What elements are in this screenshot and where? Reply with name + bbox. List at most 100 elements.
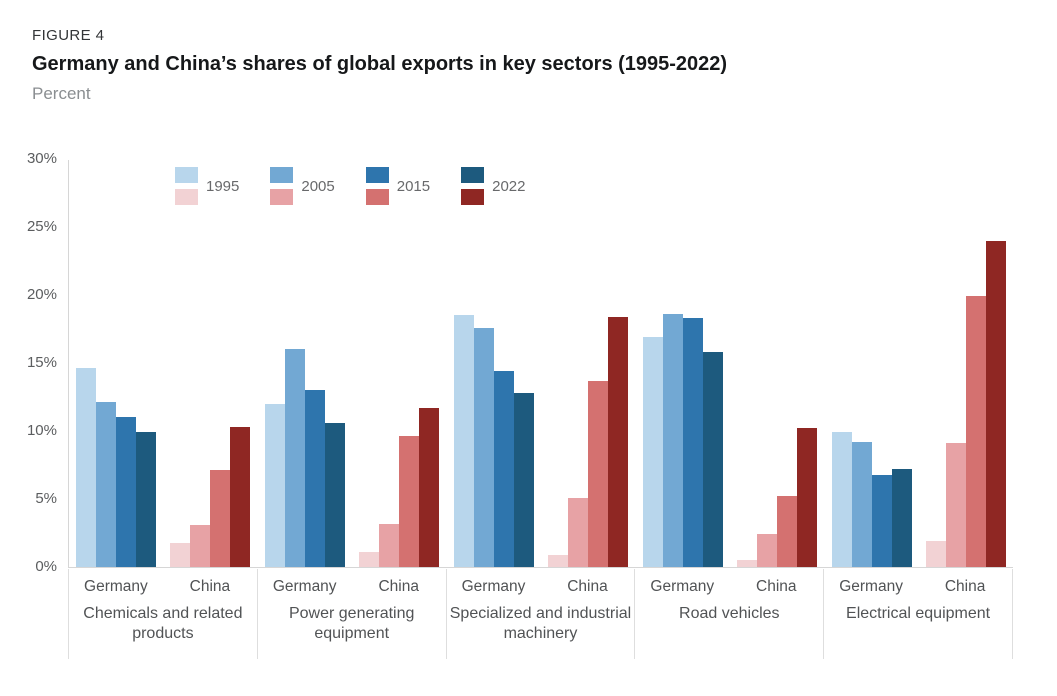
bar-germany-2005	[662, 314, 683, 567]
legend-swatches	[365, 167, 389, 205]
legend-swatches	[461, 167, 485, 205]
bar-china-2022	[419, 407, 440, 567]
country-label: Germany	[839, 578, 903, 595]
legend-item: 1995	[175, 167, 239, 205]
country-labels: Germany China	[69, 578, 257, 596]
bar-china-2005	[756, 534, 777, 567]
x-label-group: Germany China Electrical equipment	[823, 569, 1012, 659]
bar-cluster-china	[170, 426, 251, 567]
country-labels: Germany China	[258, 578, 446, 596]
chart-subtitle: Percent	[32, 84, 91, 103]
bar-group	[258, 159, 447, 567]
legend: 1995 2005 2015 2022	[175, 167, 526, 205]
bar-group	[635, 159, 824, 567]
bar-cluster-germany	[831, 432, 912, 567]
bar-germany-2022	[891, 469, 912, 567]
plot-area: 1995 2005 2015 2022	[68, 160, 1013, 568]
bar-groups	[69, 159, 1013, 567]
legend-swatch-china	[175, 189, 198, 205]
bar-germany-1995	[831, 432, 852, 567]
bar-germany-2005	[96, 402, 117, 567]
bar-china-2005	[945, 443, 966, 567]
country-label: China	[567, 578, 608, 595]
x-label-group: Germany China Road vehicles	[634, 569, 823, 659]
y-tick-label: 25%	[26, 218, 57, 235]
country-labels: Germany China	[824, 578, 1012, 596]
bar-germany-2015	[305, 390, 326, 567]
legend-swatches	[270, 167, 294, 205]
sector-label: Road vehicles	[679, 605, 780, 622]
bar-germany-2005	[473, 327, 494, 567]
legend-item: 2022	[461, 167, 526, 205]
legend-swatch-germany	[365, 167, 389, 183]
bar-group	[69, 159, 258, 567]
country-label: Germany	[650, 578, 715, 595]
bar-germany-2022	[136, 432, 157, 567]
sector-label: Electrical equipment	[846, 605, 991, 622]
bar-germany-2022	[513, 392, 534, 567]
country-label: Germany	[272, 578, 337, 595]
bar-cluster-germany	[265, 349, 346, 567]
legend-year-label: 2005	[301, 177, 335, 195]
bar-cluster-germany	[76, 368, 157, 567]
bar-germany-1995	[642, 337, 663, 567]
bar-china-1995	[359, 552, 380, 567]
bar-cluster-china	[925, 240, 1006, 567]
country-labels: Germany China	[447, 578, 635, 596]
country-label: China	[378, 578, 419, 595]
legend-swatch-germany	[175, 167, 198, 183]
bar-china-1995	[736, 560, 757, 567]
bar-china-2015	[587, 380, 608, 567]
bar-cluster-germany	[642, 314, 723, 567]
legend-swatch-china	[365, 189, 389, 205]
bar-china-1995	[925, 541, 946, 567]
legend-item: 2015	[365, 167, 431, 205]
bar-china-2005	[379, 523, 400, 567]
chart-header: FIGURE 4 Germany and China’s shares of g…	[32, 27, 727, 104]
bar-china-2015	[965, 296, 986, 567]
legend-swatch-germany	[461, 167, 485, 183]
bar-germany-2015	[493, 371, 514, 567]
bar-china-1995	[170, 542, 191, 567]
bar-germany-2015	[682, 318, 703, 567]
legend-swatch-china	[461, 189, 485, 205]
bar-germany-2022	[702, 352, 723, 567]
y-tick-label: 10%	[26, 422, 57, 439]
bar-china-2005	[190, 524, 211, 567]
country-label: Germany	[84, 578, 148, 595]
country-labels: Germany China	[635, 578, 823, 596]
country-label: China	[944, 578, 986, 595]
figure-label: FIGURE 4	[32, 27, 105, 44]
x-label-group: Germany China Power generating equipment	[256, 569, 446, 659]
bar-germany-2015	[871, 474, 892, 567]
country-label: China	[189, 578, 231, 595]
legend-swatches	[175, 167, 198, 205]
bar-china-2022	[607, 316, 628, 567]
bar-cluster-germany	[453, 315, 534, 567]
bar-group	[824, 159, 1013, 567]
country-label: Germany	[461, 578, 526, 595]
sector-label: Chemicals and related products	[83, 605, 243, 643]
y-tick-label: 20%	[26, 286, 57, 303]
x-label-group: Germany China Specialized and industrial m…	[445, 569, 635, 659]
sector-label: Power generating equipment	[288, 605, 415, 643]
legend-year-label: 2022	[492, 177, 526, 195]
sector-label: Specialized and industrial machinery	[449, 605, 632, 643]
x-label-group: Germany China Chemicals and related produc…	[68, 569, 257, 659]
legend-item: 2005	[270, 167, 335, 205]
bar-china-2022	[796, 428, 817, 567]
bar-china-2022	[230, 426, 251, 567]
legend-year-label: 2015	[396, 177, 431, 195]
legend-year-label: 1995	[206, 177, 240, 195]
bar-china-1995	[547, 554, 568, 567]
country-label: China	[756, 578, 797, 595]
bar-cluster-china	[359, 407, 440, 567]
y-tick-label: 0%	[35, 558, 57, 575]
bar-germany-2015	[116, 417, 137, 567]
bar-china-2015	[776, 496, 797, 567]
y-tick-label: 5%	[35, 490, 57, 507]
bar-china-2015	[399, 436, 420, 567]
y-tick-label: 15%	[26, 354, 57, 371]
bar-china-2015	[210, 470, 231, 567]
